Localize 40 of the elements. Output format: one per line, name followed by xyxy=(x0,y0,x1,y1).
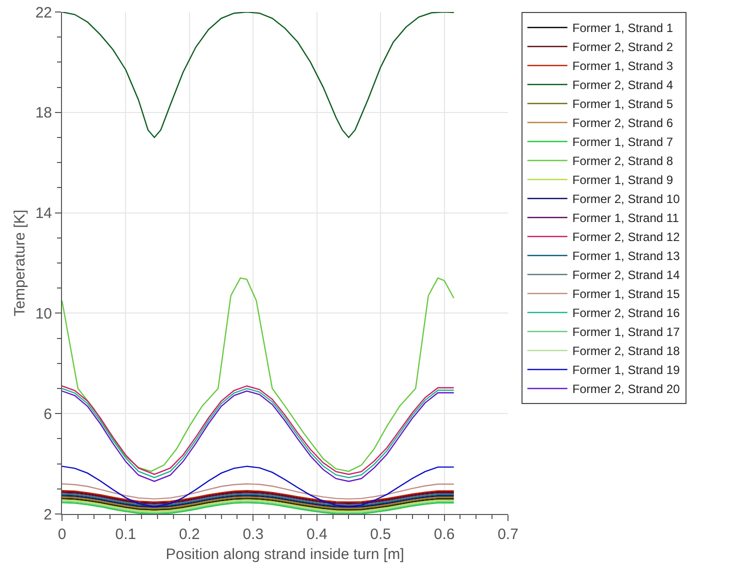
legend-label: Former 2, Strand 20 xyxy=(572,382,680,396)
y-tick-label: 14 xyxy=(35,205,52,222)
legend-label: Former 1, Strand 11 xyxy=(572,211,680,226)
x-tick-label: 0 xyxy=(58,526,66,543)
legend-label: Former 2, Strand 8 xyxy=(572,154,674,168)
legend-label: Former 1, Strand 13 xyxy=(572,249,680,264)
legend-label: Former 2, Strand 6 xyxy=(572,116,674,130)
legend-label: Former 1, Strand 7 xyxy=(572,135,674,150)
x-tick-label: 0.3 xyxy=(242,526,264,543)
y-axis-title: Temperature [K] xyxy=(12,210,29,316)
legend-label: Former 2, Strand 14 xyxy=(572,268,680,282)
y-tick-label: 2 xyxy=(44,506,52,524)
line-series xyxy=(62,12,454,138)
legend-label: Former 2, Strand 2 xyxy=(572,40,674,54)
y-tick-label: 22 xyxy=(35,4,52,22)
legend-label: Former 1, Strand 9 xyxy=(572,173,674,188)
legend-label: Former 1, Strand 15 xyxy=(572,287,680,302)
legend-label: Former 1, Strand 5 xyxy=(572,97,674,112)
legend-label: Former 2, Strand 4 xyxy=(572,78,674,92)
line-series xyxy=(62,483,454,500)
y-tick-label: 10 xyxy=(35,305,52,322)
line-series xyxy=(62,277,454,472)
x-axis-title: Position along strand inside turn [m] xyxy=(166,546,404,563)
x-tick-label: 0.4 xyxy=(306,526,328,543)
legend-label: Former 1, Strand 1 xyxy=(572,21,674,36)
legend-label: Former 1, Strand 19 xyxy=(572,363,680,378)
y-tick-label: 6 xyxy=(44,406,52,423)
legend-label: Former 1, Strand 17 xyxy=(572,325,680,340)
legend-label: Former 2, Strand 12 xyxy=(572,230,680,244)
legend-label: Former 1, Strand 3 xyxy=(572,59,674,74)
legend-label: Former 2, Strand 18 xyxy=(572,344,680,358)
x-tick-label: 0.2 xyxy=(179,526,200,543)
legend-label: Former 2, Strand 10 xyxy=(572,192,680,206)
y-tick-label: 18 xyxy=(35,104,52,122)
x-tick-label: 0.5 xyxy=(370,526,391,543)
x-tick-label: 0.6 xyxy=(434,526,455,543)
x-tick-label: 0.1 xyxy=(115,526,136,543)
legend-label: Former 2, Strand 16 xyxy=(572,306,680,320)
x-tick-label: 0.7 xyxy=(498,526,518,543)
line-series xyxy=(62,466,454,508)
